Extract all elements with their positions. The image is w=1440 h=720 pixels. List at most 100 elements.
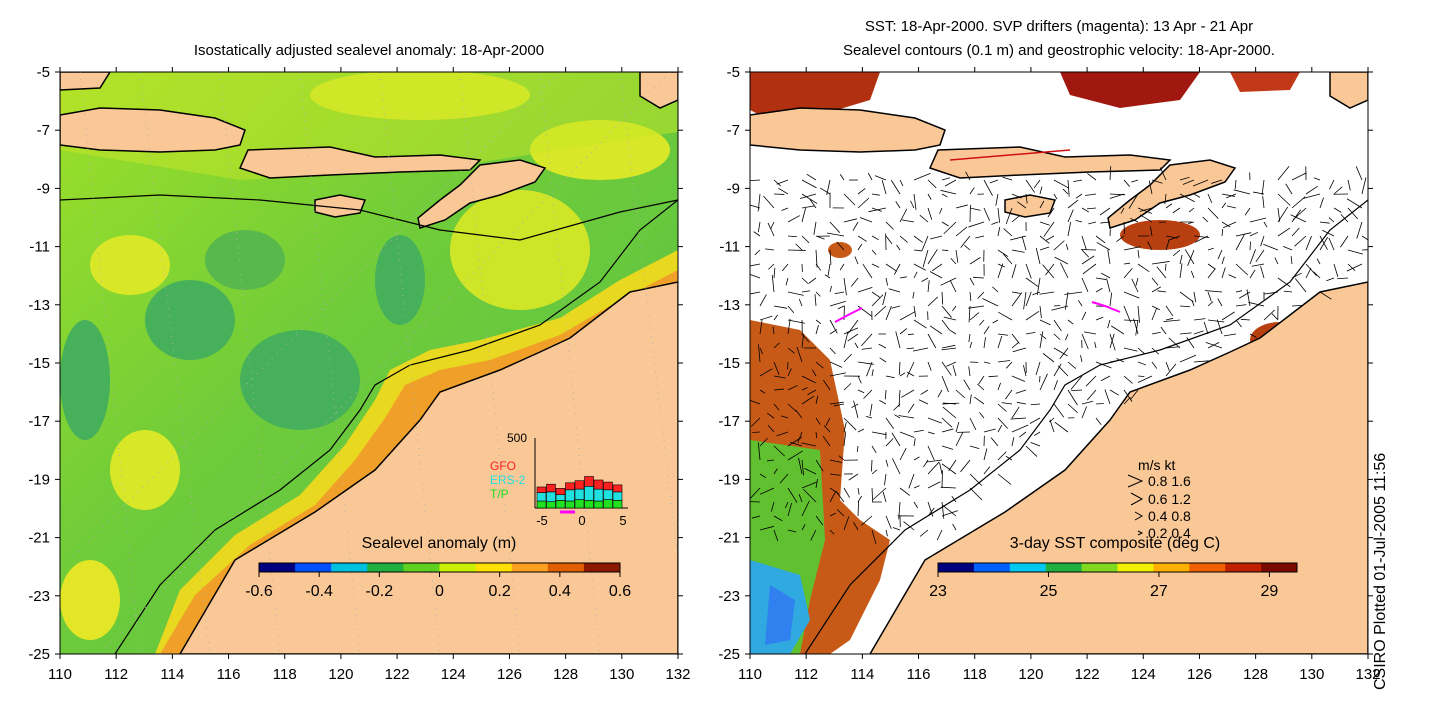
right-axis-xtick-label: 120 bbox=[1018, 666, 1043, 683]
inset-bar-ers bbox=[584, 485, 594, 501]
bathymetry-contour bbox=[60, 194, 678, 654]
right-axis-ytick-label: -7 bbox=[727, 122, 740, 139]
velocity-legend: m/s kt 0.8 1.6 0.6 1.2 0.4 0.8 0.2 0.4 bbox=[1127, 457, 1191, 541]
inset-bar-ers bbox=[612, 491, 623, 501]
sst-colorbar-label: 3-day SST composite (deg C) bbox=[1010, 535, 1220, 552]
right-axis-ytick-label: -25 bbox=[718, 646, 740, 663]
satellite-ground-tracks bbox=[69, 72, 678, 654]
sealevel-colorbar: Sealevel anomaly (m) -0.6 -0.4 -0.2 0 0.2 0.4… bbox=[245, 535, 631, 600]
inset-bar-gfo bbox=[593, 479, 604, 490]
velocity-legend-header: m/s kt bbox=[1138, 457, 1175, 473]
inset-bars bbox=[536, 476, 623, 509]
right-axis-xtick-label: 126 bbox=[1187, 666, 1212, 683]
left-axis-xtick-label: 120 bbox=[328, 666, 353, 683]
inset-bar-ers bbox=[565, 489, 575, 502]
right-axis-ytick-label: -17 bbox=[718, 413, 740, 430]
inset-bar-tp bbox=[536, 500, 547, 509]
left-axis-ytick-label: -11 bbox=[29, 239, 50, 256]
sst-colorbar-tick-label: 27 bbox=[1150, 583, 1168, 600]
sealevel-colorbar-tick-label: -0.2 bbox=[366, 583, 394, 600]
right-axis-xtick-label: 124 bbox=[1131, 666, 1156, 683]
left-axis-xtick-label: 118 bbox=[273, 666, 297, 683]
velocity-legend-row-4: 0.2 0.4 bbox=[1148, 525, 1191, 541]
sealevel-colorbar-swatch bbox=[295, 563, 332, 572]
sst-colorbar-swatch bbox=[1261, 563, 1298, 572]
velocity-legend-row-1: 0.8 1.6 bbox=[1148, 473, 1191, 489]
sealevel-colorbar-label: Sealevel anomaly (m) bbox=[362, 535, 517, 552]
sealevel-colorbar-swatch bbox=[475, 563, 513, 572]
sst-colorbar-swatches bbox=[938, 563, 1298, 572]
drifter-track-2 bbox=[834, 307, 863, 323]
right-axis-xtick-label: 114 bbox=[850, 666, 874, 683]
inset-bar-ers bbox=[536, 492, 547, 502]
left-axis-ytick-label: -5 bbox=[37, 64, 50, 81]
sst-colorbar-swatch bbox=[1081, 563, 1118, 572]
left-axis-ytick-label: -9 bbox=[37, 180, 50, 197]
inset-bar-tp bbox=[593, 500, 604, 509]
right-map-axes: -5 -7 -9 -11 -13 -15 -17 -19 -21 -23 -25 110 112 114 1… bbox=[718, 64, 1380, 683]
landmass bbox=[60, 72, 678, 654]
sst-colorbar-swatch bbox=[1009, 563, 1047, 572]
right-axis-xtick-label: 130 bbox=[1299, 666, 1324, 683]
left-axis-xtick-label: 130 bbox=[609, 666, 634, 683]
left-axis-ytick-label: -23 bbox=[28, 588, 50, 605]
sealevel-anomaly-map bbox=[60, 72, 678, 654]
java-island bbox=[60, 107, 246, 153]
inset-bar-tp bbox=[612, 499, 623, 509]
svp-drifter-tracks bbox=[834, 149, 1121, 323]
sealevel-colorbar-tick-label: -0.6 bbox=[245, 583, 273, 600]
inset-bar-tp bbox=[546, 501, 556, 509]
inset-legend-tp: T/P bbox=[490, 487, 509, 501]
left-axis-xtick-label: 112 bbox=[104, 666, 128, 683]
left-axis-ytick-label: -19 bbox=[28, 471, 50, 488]
inset-legend-ers2: ERS-2 bbox=[490, 473, 526, 487]
left-axis-xtick-label: 114 bbox=[160, 666, 184, 683]
left-axis-xtick-label: 110 bbox=[48, 666, 72, 683]
left-axis-xtick-label: 128 bbox=[553, 666, 578, 683]
right-axis-ytick-label: -13 bbox=[718, 297, 740, 314]
inset-bar-tp bbox=[574, 499, 585, 509]
right-map-title-line1: SST: 18-Apr-2000. SVP drifters (magenta)… bbox=[864, 18, 1254, 35]
left-axis-xtick-label: 124 bbox=[441, 666, 466, 683]
sealevel-colorbar-swatch bbox=[403, 563, 440, 572]
left-axis-ytick-label: -17 bbox=[28, 413, 50, 430]
sst-patches bbox=[750, 72, 1310, 654]
sst-colorbar-swatch bbox=[1117, 563, 1154, 572]
sst-colorbar-tick-label: 23 bbox=[929, 583, 947, 600]
velocity-legend-row-2: 0.6 1.2 bbox=[1148, 491, 1191, 507]
left-axis-ytick-label: -15 bbox=[28, 355, 50, 372]
sealevel-colorbar-ticks: -0.6 -0.4 -0.2 0 0.2 0.4 0.6 bbox=[245, 572, 631, 600]
left-axis-ytick-label: -13 bbox=[28, 297, 50, 314]
sealevel-colorbar-tick-label: 0 bbox=[435, 583, 444, 600]
right-axis-xtick-label: 128 bbox=[1243, 666, 1268, 683]
left-axis-ytick-label: -25 bbox=[28, 646, 50, 663]
left-axis-ytick-label: -21 bbox=[28, 530, 50, 547]
landmass-right bbox=[750, 72, 1368, 654]
right-axis-ytick-label: -5 bbox=[727, 64, 740, 81]
sst-colorbar-ticks: 23 25 27 29 bbox=[929, 572, 1278, 600]
inset-bar-gfo bbox=[546, 483, 556, 493]
sst-velocity-map bbox=[750, 72, 1368, 654]
sealevel-colorbar-swatches bbox=[259, 563, 621, 572]
sst-colorbar: 3-day SST composite (deg C) 23 25 27 29 bbox=[929, 535, 1298, 600]
inset-bar-tp bbox=[603, 499, 613, 509]
inset-bar-gfo bbox=[603, 481, 613, 491]
inset-bar-gfo bbox=[574, 480, 585, 490]
inset-ymax-label: 500 bbox=[507, 431, 527, 445]
inset-bar-ers bbox=[593, 488, 604, 502]
sealevel-colorbar-tick-label: 0.6 bbox=[609, 583, 631, 600]
sealevel-colorbar-swatch bbox=[367, 563, 404, 572]
right-axis-xtick-label: 116 bbox=[907, 666, 931, 683]
track-count-inset: 500 GFO ERS-2 T/P -5 0 5 bbox=[490, 431, 628, 528]
inset-bar-ers bbox=[603, 489, 613, 500]
inset-bar-ers bbox=[574, 488, 585, 500]
sst-colorbar-swatch bbox=[1153, 563, 1190, 572]
geostrophic-velocity-arrows bbox=[750, 166, 1368, 545]
left-map-title: Isostatically adjusted sealevel anomaly:… bbox=[193, 42, 545, 59]
sealevel-colorbar-swatch bbox=[511, 563, 549, 572]
sst-colorbar-swatch bbox=[938, 563, 975, 572]
velocity-legend-row-3: 0.4 0.8 bbox=[1148, 508, 1191, 524]
right-axis-xtick-label: 110 bbox=[738, 666, 762, 683]
sealevel-colorbar-tick-label: -0.4 bbox=[305, 583, 333, 600]
sst-colorbar-swatch bbox=[1189, 563, 1226, 572]
